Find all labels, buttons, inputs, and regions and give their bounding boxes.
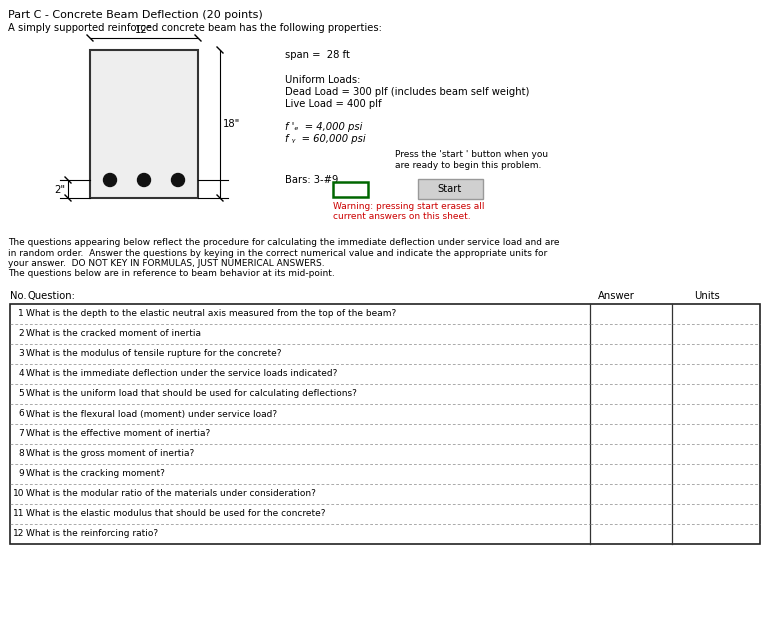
- Circle shape: [104, 174, 117, 186]
- Text: Answer: Answer: [598, 291, 635, 301]
- Text: 8: 8: [19, 450, 24, 458]
- Text: your answer.  DO NOT KEY IN FORMULAS, JUST NUMERICAL ANSWERS.: your answer. DO NOT KEY IN FORMULAS, JUS…: [8, 259, 325, 268]
- Circle shape: [138, 174, 151, 186]
- Text: 3: 3: [19, 349, 24, 359]
- Text: Question:: Question:: [27, 291, 75, 301]
- Text: are ready to begin this problem.: are ready to begin this problem.: [395, 161, 541, 170]
- Text: Uniform Loads:: Uniform Loads:: [285, 75, 360, 85]
- Text: What is the flexural load (moment) under service load?: What is the flexural load (moment) under…: [26, 409, 278, 418]
- Text: Bars: 3-#9: Bars: 3-#9: [285, 175, 339, 185]
- Text: Live Load = 400 plf: Live Load = 400 plf: [285, 99, 382, 109]
- Text: Units: Units: [694, 291, 720, 301]
- Text: The questions below are in reference to beam behavior at its mid-point.: The questions below are in reference to …: [8, 270, 335, 278]
- Text: in random order.  Answer the questions by keying in the correct numerical value : in random order. Answer the questions by…: [8, 248, 547, 258]
- Text: Part C - Concrete Beam Deflection (20 points): Part C - Concrete Beam Deflection (20 po…: [8, 10, 263, 20]
- Text: No.: No.: [10, 291, 26, 301]
- Text: What is the modular ratio of the materials under consideration?: What is the modular ratio of the materia…: [26, 490, 316, 498]
- Text: What is the cracked moment of inertia: What is the cracked moment of inertia: [26, 330, 201, 339]
- Bar: [333, 182, 368, 197]
- Text: A simply supported reinforced concrete beam has the following properties:: A simply supported reinforced concrete b…: [8, 23, 382, 33]
- Circle shape: [172, 174, 185, 186]
- Text: Start: Start: [438, 184, 462, 194]
- Text: What is the uniform load that should be used for calculating deflections?: What is the uniform load that should be …: [26, 389, 357, 399]
- Text: 12: 12: [12, 529, 24, 539]
- Text: 1: 1: [19, 310, 24, 319]
- Text: 7: 7: [19, 429, 24, 438]
- Text: 10: 10: [12, 490, 24, 498]
- Text: What is the modulus of tensile rupture for the concrete?: What is the modulus of tensile rupture f…: [26, 349, 281, 359]
- Text: What is the depth to the elastic neutral axis measured from the top of the beam?: What is the depth to the elastic neutral…: [26, 310, 397, 319]
- Text: What is the cracking moment?: What is the cracking moment?: [26, 470, 165, 478]
- Text: What is the gross moment of inertia?: What is the gross moment of inertia?: [26, 450, 194, 458]
- Text: f ᵧ  = 60,000 psi: f ᵧ = 60,000 psi: [285, 134, 366, 144]
- Text: What is the immediate deflection under the service loads indicated?: What is the immediate deflection under t…: [26, 369, 337, 379]
- Text: What is the effective moment of inertia?: What is the effective moment of inertia?: [26, 429, 210, 438]
- Text: 2: 2: [19, 330, 24, 339]
- Text: 12": 12": [135, 25, 153, 35]
- Text: 11: 11: [12, 510, 24, 519]
- Text: 9: 9: [19, 470, 24, 478]
- Text: What is the reinforcing ratio?: What is the reinforcing ratio?: [26, 529, 158, 539]
- Text: Warning: pressing start erases all: Warning: pressing start erases all: [333, 202, 485, 211]
- Text: 4: 4: [19, 369, 24, 379]
- Text: span =  28 ft: span = 28 ft: [285, 50, 350, 60]
- Bar: [90, 50, 198, 198]
- Text: current answers on this sheet.: current answers on this sheet.: [333, 212, 471, 221]
- Text: 5: 5: [19, 389, 24, 399]
- Text: Press the 'start ' button when you: Press the 'start ' button when you: [395, 150, 548, 159]
- Text: Dead Load = 300 plf (includes beam self weight): Dead Load = 300 plf (includes beam self …: [285, 87, 530, 97]
- Text: 18": 18": [223, 119, 240, 129]
- Text: The questions appearing below reflect the procedure for calculating the immediat: The questions appearing below reflect th…: [8, 238, 560, 247]
- Text: f 'ₑ  = 4,000 psi: f 'ₑ = 4,000 psi: [285, 122, 363, 132]
- Text: 6: 6: [19, 409, 24, 418]
- Bar: [418, 179, 483, 199]
- Text: 2": 2": [54, 185, 65, 195]
- Text: What is the elastic modulus that should be used for the concrete?: What is the elastic modulus that should …: [26, 510, 325, 519]
- Bar: [10, 304, 760, 544]
